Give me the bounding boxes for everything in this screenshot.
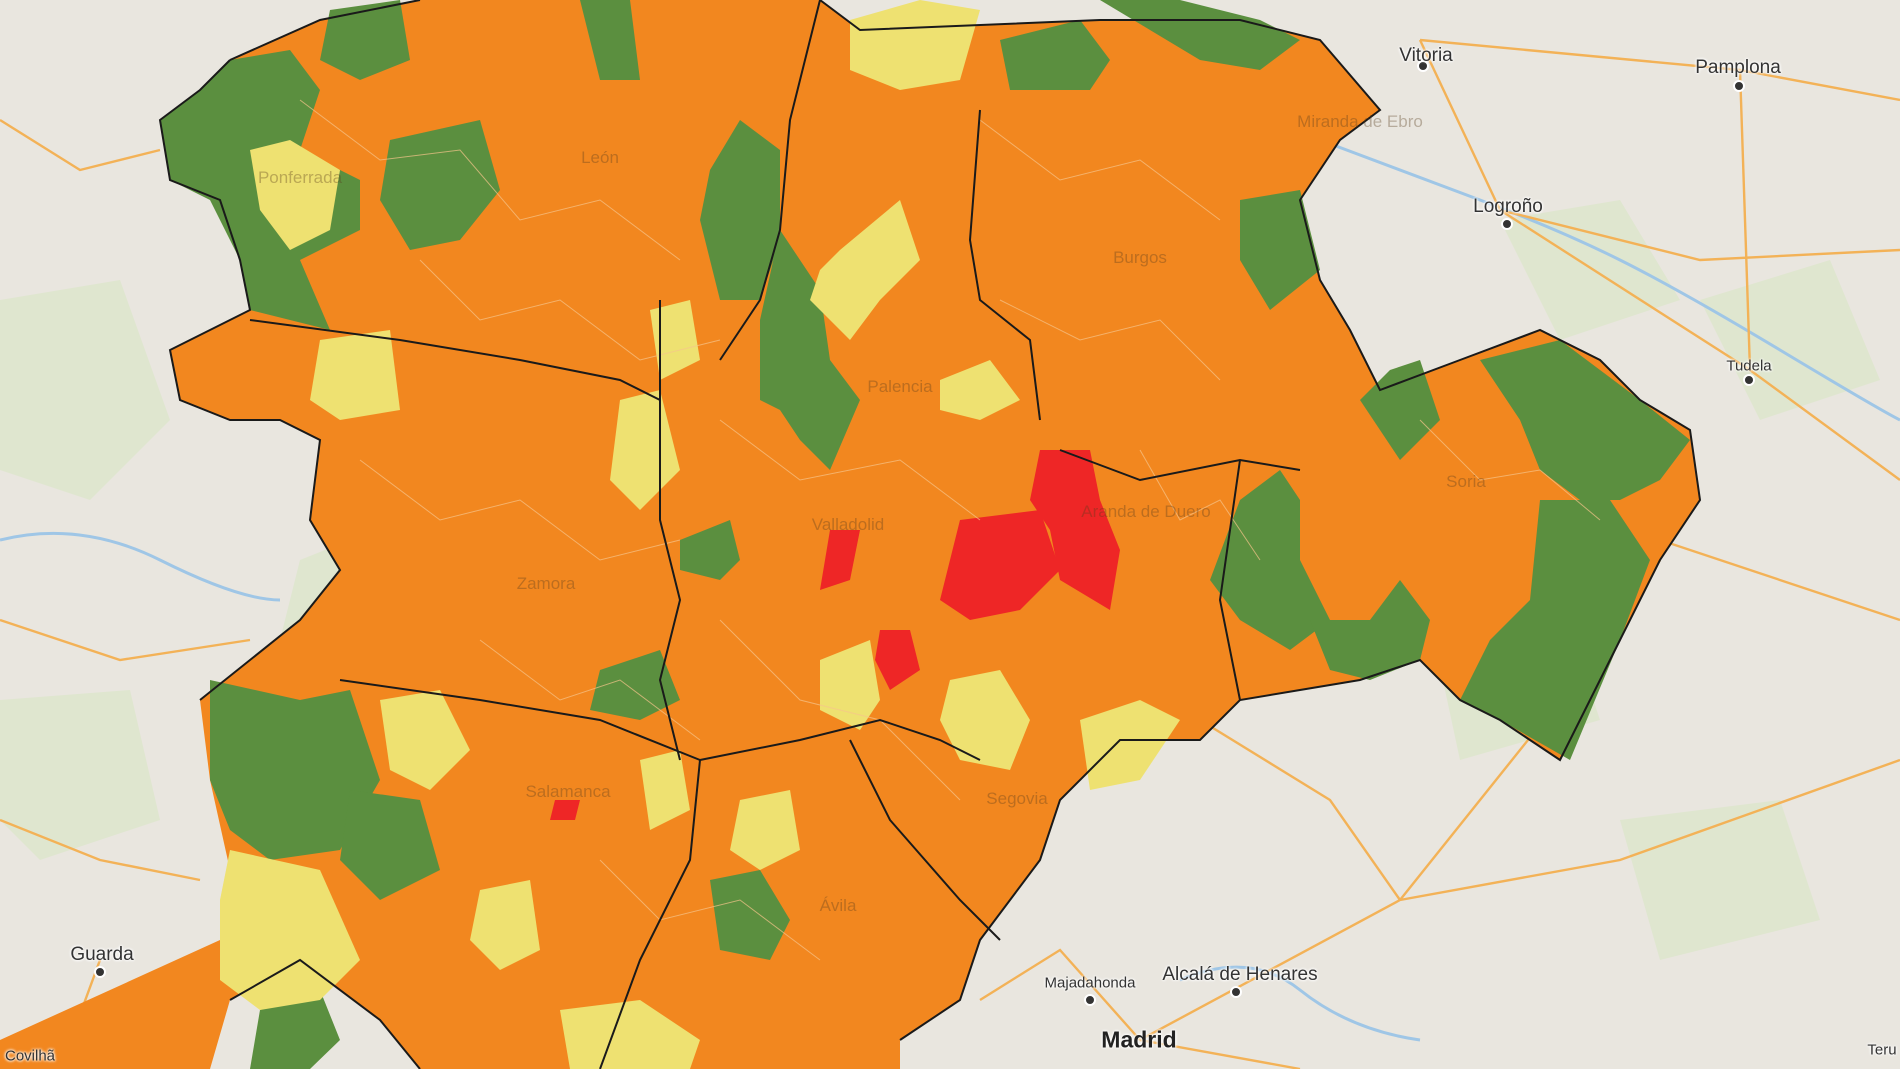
city-label-majadahonda[interactable]: Majadahonda <box>1044 974 1136 992</box>
region-label-palencia: Palencia <box>867 377 933 396</box>
city-dot-majadahonda <box>1084 994 1096 1006</box>
city-dot-tudela <box>1743 374 1755 386</box>
region-fill <box>0 0 1700 1069</box>
city-dot-alcala <box>1230 986 1242 998</box>
region-label-soria: Soria <box>1446 472 1486 491</box>
city-label-guarda[interactable]: Guarda <box>70 944 134 965</box>
region-label-leon: León <box>581 148 619 167</box>
city-label-vitoria[interactable]: Vitoria <box>1399 45 1453 66</box>
city-label-teruel[interactable]: Teru <box>1867 1041 1897 1059</box>
province-borders <box>158 0 1702 1069</box>
region-label-aranda: Aranda de Duero <box>1081 502 1211 521</box>
city-label-alcala[interactable]: Alcalá de Henares <box>1162 964 1318 985</box>
region-label-zamora: Zamora <box>516 574 576 593</box>
region-label-salamanca: Salamanca <box>525 782 611 801</box>
region-label-valladolid: Valladolid <box>811 515 885 534</box>
city-dot-logrono <box>1501 218 1513 230</box>
city-label-logrono[interactable]: Logroño <box>1473 196 1543 217</box>
city-label-pamplona[interactable]: Pamplona <box>1695 57 1781 78</box>
city-dot-pamplona <box>1733 80 1745 92</box>
region-label-ponferrada: Ponferrada <box>257 168 343 187</box>
region-label-burgos: Burgos <box>1113 248 1167 267</box>
region-label-segovia: Segovia <box>986 789 1048 808</box>
city-label-madrid[interactable]: Madrid <box>1101 1026 1177 1053</box>
municipal-boundaries <box>299 99 1601 961</box>
city-dot-vitoria <box>1417 60 1429 72</box>
city-label-tudela[interactable]: Tudela <box>1726 357 1772 375</box>
region-label-miranda: Miranda de Ebro <box>1297 112 1423 131</box>
city-label-covilha[interactable]: Covilhã <box>4 1047 56 1065</box>
region-label-avila: Ávila <box>819 896 857 915</box>
city-dot-guarda <box>94 966 106 978</box>
